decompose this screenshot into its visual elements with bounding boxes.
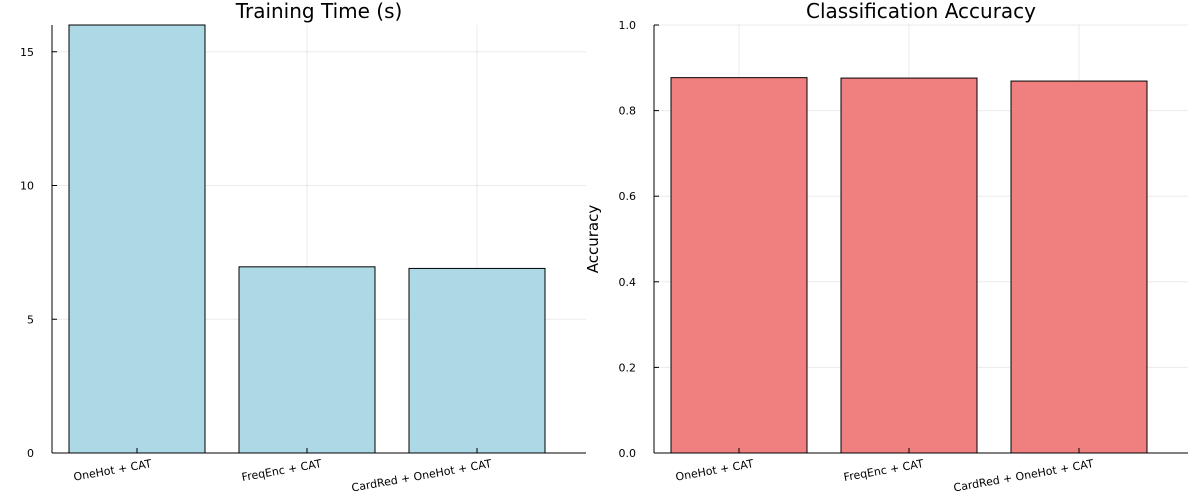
accuracy-panel: Classification Accuracy Accuracy 0.0 0.2 0… [584,0,1188,495]
training-time-y-tick-label: 5 [27,313,34,326]
training-time-bar [408,267,546,454]
accuracy-bar [670,77,808,454]
training-time-x-tick-label: CardRed + OneHot + CAT [351,457,493,494]
accuracy-title: Classification Accuracy [806,0,1036,23]
training-time-y-tick-label: 15 [20,46,34,59]
accuracy-x-tick-label: FreqEnc + CAT [843,457,925,484]
accuracy-y-tick-label: 1.0 [619,19,637,32]
accuracy-y-tick-label: 0.0 [619,447,637,460]
accuracy-bar [1010,80,1148,454]
training-time-title: Training Time (s) [235,0,403,23]
training-time-y-tick-label: 10 [20,180,34,193]
accuracy-y-tick-label: 0.8 [619,105,637,118]
training-time-x-tick-label: OneHot + CAT [72,457,152,484]
training-time-panel: Training Time (s) 0 5 10 15 OneHot + CAT Freq… [20,0,586,495]
training-time-bar [68,24,206,454]
accuracy-y-axis-label: Accuracy [584,205,602,274]
accuracy-x-tick-label: OneHot + CAT [674,457,754,484]
training-time-y-tick-label: 0 [27,447,34,460]
training-time-x-tick-label: FreqEnc + CAT [241,457,323,484]
accuracy-x-tick-label: CardRed + OneHot + CAT [953,457,1095,494]
accuracy-bar [840,77,978,454]
accuracy-y-tick-label: 0.6 [619,190,637,203]
training-time-bar [238,266,376,454]
accuracy-y-tick-label: 0.2 [619,361,637,374]
accuracy-y-tick-label: 0.4 [619,276,637,289]
